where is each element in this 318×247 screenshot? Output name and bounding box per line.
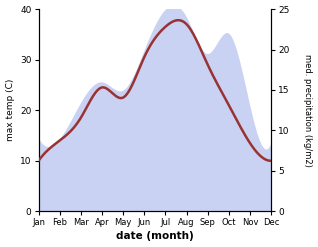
Y-axis label: max temp (C): max temp (C) — [5, 79, 15, 141]
Y-axis label: med. precipitation (kg/m2): med. precipitation (kg/m2) — [303, 54, 313, 167]
X-axis label: date (month): date (month) — [116, 231, 194, 242]
